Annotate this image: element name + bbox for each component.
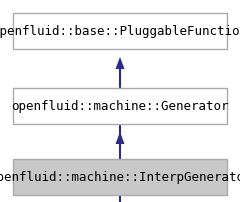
Bar (13, 14, 227, 50)
Bar (13, 159, 227, 195)
Text: openfluid::machine::Generator: openfluid::machine::Generator (11, 100, 229, 113)
Text: openfluid::machine::InterpGenerator: openfluid::machine::InterpGenerator (0, 171, 240, 184)
Polygon shape (115, 58, 125, 70)
Polygon shape (115, 132, 125, 144)
Text: openfluid::base::PluggableFunction: openfluid::base::PluggableFunction (0, 25, 240, 38)
Bar (13, 88, 227, 124)
